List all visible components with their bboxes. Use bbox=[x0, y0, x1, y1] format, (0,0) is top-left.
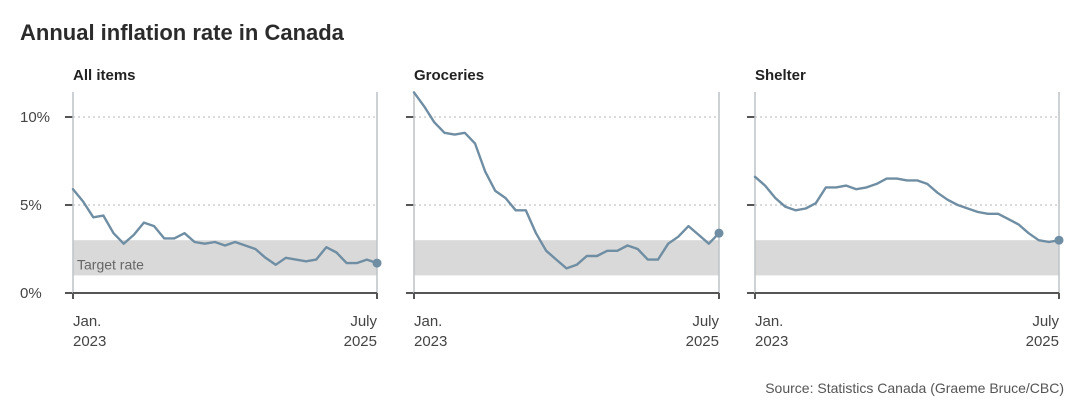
x-tick-label-end: 2025 bbox=[344, 333, 377, 350]
source-note: Source: Statistics Canada (Graeme Bruce/… bbox=[765, 380, 1064, 396]
y-tick-label: 10% bbox=[20, 109, 50, 126]
target-band bbox=[755, 240, 1059, 276]
x-tick-label-end: 2025 bbox=[686, 333, 719, 350]
x-tick-label-start: 2023 bbox=[755, 333, 788, 350]
x-tick-label-start: Jan. bbox=[755, 313, 783, 330]
series-line bbox=[71, 187, 379, 266]
panel-title: Shelter bbox=[755, 67, 806, 84]
x-tick-label-end: July bbox=[350, 313, 377, 330]
x-tick-label-start: Jan. bbox=[414, 313, 442, 330]
y-tick-label: 5% bbox=[20, 197, 42, 214]
x-tick-label-end: July bbox=[1032, 313, 1059, 330]
x-tick-label-start: 2023 bbox=[73, 333, 106, 350]
panel-groceries: Groceries Jan. 2023 July 2025 bbox=[406, 67, 724, 350]
x-tick-label-start: Jan. bbox=[73, 313, 101, 330]
series-end-point bbox=[714, 228, 724, 238]
chart-title: Annual inflation rate in Canada bbox=[20, 20, 344, 45]
x-tick-label-end: July bbox=[692, 313, 719, 330]
y-tick-label: 0% bbox=[20, 285, 42, 302]
target-band bbox=[414, 240, 719, 276]
series-end-point bbox=[372, 258, 382, 268]
target-band-label: Target rate bbox=[77, 256, 144, 272]
panel-title: All items bbox=[73, 67, 136, 84]
x-tick-label-end: 2025 bbox=[1026, 333, 1059, 350]
panel-title: Groceries bbox=[414, 67, 484, 84]
series-line bbox=[753, 175, 1061, 244]
panel-shelter: Shelter Jan. 2023 July 2025 bbox=[747, 67, 1064, 350]
panel-all-items: All items Target rate Jan. 2023 July 2025 bbox=[65, 67, 382, 350]
series-end-point bbox=[1054, 235, 1064, 245]
series-line bbox=[412, 91, 721, 270]
x-tick-label-start: 2023 bbox=[414, 333, 447, 350]
